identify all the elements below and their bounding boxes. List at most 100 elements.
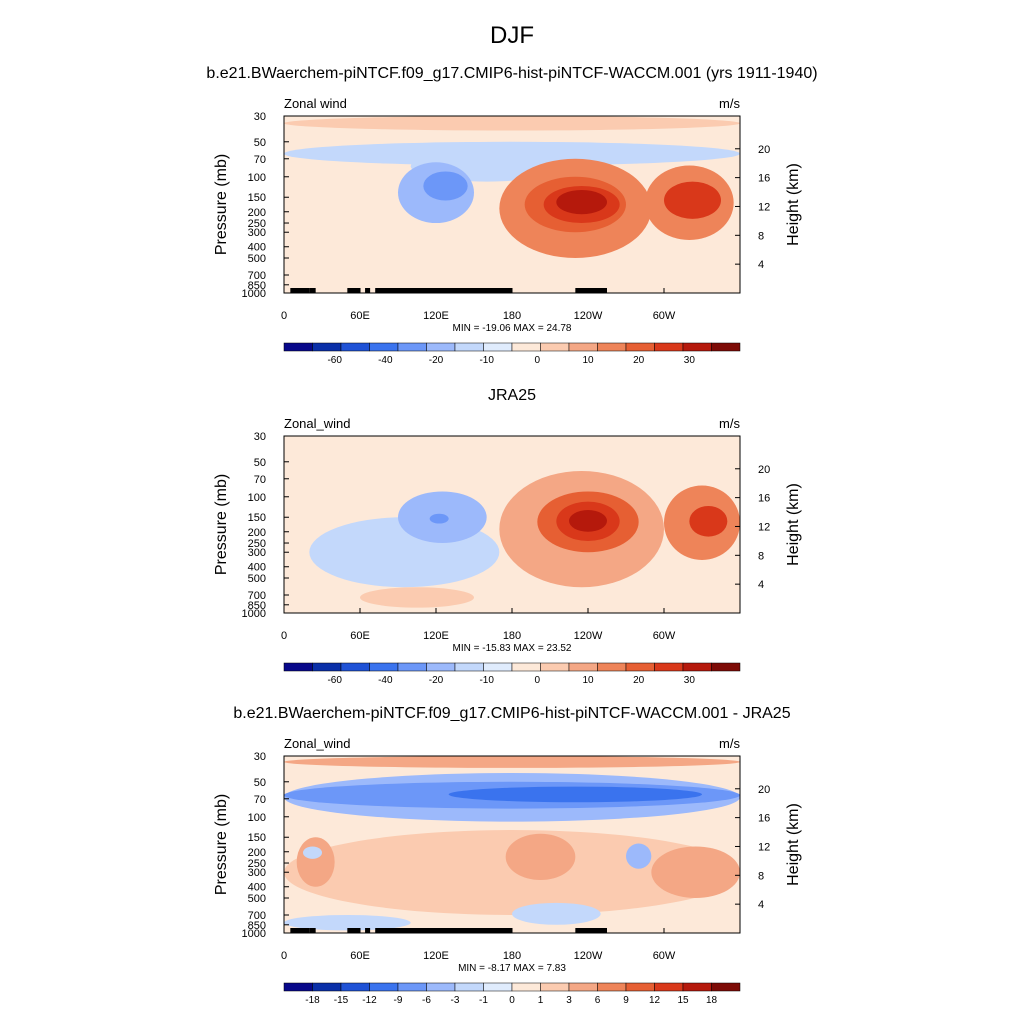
longitude-tick-label: 60E (350, 310, 370, 322)
height-tick-label: 16 (758, 173, 770, 185)
colorbar-swatch (283, 662, 313, 672)
contour-region (423, 171, 468, 201)
colorbar-label: 6 (595, 995, 601, 1006)
colorbar-swatch (426, 662, 456, 672)
topography-mask (575, 288, 607, 293)
panel-title: JRA25 (488, 387, 536, 404)
topography-mask (375, 288, 512, 293)
topography-mask (365, 288, 371, 293)
colorbar-swatch (654, 982, 684, 992)
contour-region (284, 914, 411, 931)
longitude-tick-label: 0 (281, 950, 287, 962)
colorbar-swatch (454, 342, 484, 352)
topography-mask (309, 288, 316, 293)
variable-label: Zonal_wind (284, 736, 351, 751)
colorbar-swatch (682, 342, 712, 352)
y-axis-label: Pressure (mb) (213, 794, 230, 895)
colorbar-label: -3 (451, 995, 460, 1006)
colorbar-swatch (511, 982, 541, 992)
colorbar-label: -60 (327, 355, 342, 366)
colorbar-swatch (483, 982, 513, 992)
pressure-tick-label: 850 (248, 600, 266, 612)
colorbar-swatch (454, 982, 484, 992)
colorbar-swatch (625, 342, 655, 352)
colorbar-swatch (711, 982, 741, 992)
y-axis-label: Pressure (mb) (213, 154, 230, 255)
variable-label: Zonal_wind (284, 416, 351, 431)
pressure-tick-label: 1000 (242, 288, 266, 300)
colorbar-label: -40 (378, 355, 393, 366)
pressure-tick-label: 200 (248, 527, 266, 539)
pressure-tick-label: 250 (248, 858, 266, 870)
colorbar-label: 20 (633, 355, 645, 366)
colorbar-swatch (312, 982, 342, 992)
longitude-tick-label: 60E (350, 950, 370, 962)
height-tick-label: 20 (758, 784, 770, 796)
pressure-tick-label: 700 (248, 270, 266, 282)
longitude-tick-label: 60W (653, 950, 676, 962)
y2-axis-label: Height (km) (785, 163, 802, 246)
colorbar-swatch (540, 662, 570, 672)
colorbar-swatch (340, 342, 370, 352)
colorbar-label: 10 (582, 675, 594, 686)
colorbar-label: -9 (394, 995, 403, 1006)
colorbar-swatch (568, 662, 598, 672)
colorbar-swatch (312, 662, 342, 672)
height-tick-label: 16 (758, 813, 770, 825)
pressure-tick-label: 400 (248, 242, 266, 254)
pressure-tick-label: 500 (248, 253, 266, 265)
pressure-tick-label: 300 (248, 227, 266, 239)
contour-region (296, 837, 335, 887)
colorbar-swatch (426, 342, 456, 352)
colorbar-swatch (340, 662, 370, 672)
colorbar-label: 3 (566, 995, 572, 1006)
colorbar-label: 18 (706, 995, 718, 1006)
pressure-tick-label: 1000 (242, 608, 266, 620)
colorbar-label: 30 (684, 355, 696, 366)
pressure-tick-label: 100 (248, 812, 266, 824)
colorbar-label: -20 (429, 355, 444, 366)
pressure-tick-label: 70 (254, 154, 266, 166)
variable-label: Zonal wind (284, 96, 347, 111)
pressure-tick-label: 850 (248, 280, 266, 292)
colorbar-label: 9 (623, 995, 629, 1006)
colorbar-swatch (682, 982, 712, 992)
contour-region (284, 756, 740, 768)
colorbar-swatch (597, 342, 627, 352)
contour-region (284, 830, 740, 915)
colorbar-label: -12 (362, 995, 377, 1006)
y-axis-label: Pressure (mb) (213, 474, 230, 575)
pressure-tick-label: 30 (254, 111, 266, 123)
longitude-tick-label: 120E (423, 950, 449, 962)
pressure-tick-label: 100 (248, 492, 266, 504)
pressure-tick-label: 50 (254, 777, 266, 789)
y2-axis-label: Height (km) (785, 483, 802, 566)
pressure-tick-label: 30 (254, 751, 266, 763)
pressure-tick-label: 200 (248, 207, 266, 219)
colorbar-label: 0 (535, 355, 541, 366)
contour-region (569, 510, 607, 532)
pressure-tick-label: 150 (248, 832, 266, 844)
colorbar-swatch (511, 342, 541, 352)
colorbar-swatch (597, 982, 627, 992)
colorbar-swatch (426, 982, 456, 992)
colorbar-swatch (540, 982, 570, 992)
colorbar-swatch (625, 662, 655, 672)
colorbar-label: -18 (305, 995, 320, 1006)
colorbar-label: 0 (535, 675, 541, 686)
pressure-tick-label: 700 (248, 910, 266, 922)
panel-title: b.e21.BWaerchem-piNTCF.f09_g17.CMIP6-his… (233, 705, 790, 722)
min-max-stats: MIN = -19.06 MAX = 24.78 (453, 323, 572, 334)
pressure-tick-label: 30 (254, 431, 266, 443)
height-tick-label: 4 (758, 259, 764, 271)
pressure-tick-label: 70 (254, 794, 266, 806)
colorbar-label: -15 (334, 995, 349, 1006)
longitude-tick-label: 180 (503, 310, 521, 322)
colorbar-swatch (397, 662, 427, 672)
height-tick-label: 8 (758, 550, 764, 562)
panel-title: b.e21.BWaerchem-piNTCF.f09_g17.CMIP6-his… (206, 65, 817, 82)
colorbar-swatch (682, 662, 712, 672)
height-tick-label: 8 (758, 870, 764, 882)
min-max-stats: MIN = -15.83 MAX = 23.52 (453, 643, 572, 654)
colorbar-swatch (597, 662, 627, 672)
